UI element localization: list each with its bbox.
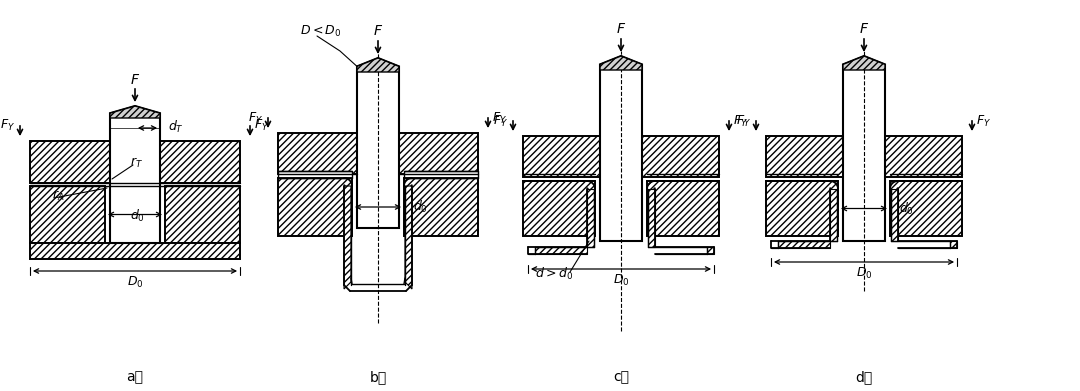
Text: c）: c） [613,370,629,384]
Polygon shape [766,136,843,177]
Polygon shape [278,171,352,178]
Polygon shape [647,181,719,236]
Text: $F_Y$: $F_Y$ [494,113,509,129]
Text: $d_0$: $d_0$ [413,199,428,215]
Polygon shape [771,241,831,248]
Text: $F_Y$: $F_Y$ [0,117,15,133]
Polygon shape [600,56,642,70]
Polygon shape [30,243,240,259]
Polygon shape [523,136,600,177]
Polygon shape [404,171,478,178]
Polygon shape [278,178,352,236]
Polygon shape [890,181,962,236]
Text: $F_Y$: $F_Y$ [248,110,264,126]
Text: $F_Y$: $F_Y$ [976,113,991,129]
Polygon shape [528,247,588,254]
Polygon shape [523,181,595,236]
Text: $F$: $F$ [130,73,140,87]
Polygon shape [885,136,962,177]
Polygon shape [600,56,642,241]
Polygon shape [30,186,105,243]
Polygon shape [278,133,357,174]
Polygon shape [110,106,160,118]
Polygon shape [843,56,885,70]
Text: $F_Y$: $F_Y$ [733,113,748,129]
Text: $F$: $F$ [616,22,626,36]
Text: b）: b） [369,370,387,384]
Polygon shape [165,186,240,243]
Polygon shape [345,186,351,289]
Polygon shape [654,247,714,254]
Text: $d_T$: $d_T$ [168,119,184,135]
Text: $F$: $F$ [373,24,383,38]
Text: d）: d） [855,370,873,384]
Polygon shape [357,58,399,72]
Polygon shape [110,106,160,243]
Polygon shape [588,189,594,247]
Text: a）: a） [126,370,144,384]
Polygon shape [766,181,838,236]
Polygon shape [891,189,897,241]
Text: $d>d_0$: $d>d_0$ [535,266,573,282]
Text: $F_Y$: $F_Y$ [255,117,270,133]
Text: $D_0$: $D_0$ [612,273,630,287]
Polygon shape [160,141,240,183]
Text: $F_Y$: $F_Y$ [737,113,752,129]
Text: $D_0$: $D_0$ [126,274,144,290]
Polygon shape [399,133,478,174]
Polygon shape [405,186,411,289]
Polygon shape [648,189,654,247]
Polygon shape [642,136,719,177]
Text: $D<D_0$: $D<D_0$ [300,23,341,39]
Text: $r_T$: $r_T$ [131,156,144,170]
Text: $F$: $F$ [859,22,869,36]
Polygon shape [404,178,478,236]
Polygon shape [843,56,885,241]
Text: $D_0$: $D_0$ [855,265,873,281]
Text: $d_0$: $d_0$ [130,208,145,224]
Text: $F_Y$: $F_Y$ [492,110,508,126]
Text: $r_A$: $r_A$ [52,189,65,203]
Text: $d_0$: $d_0$ [899,201,914,217]
Polygon shape [357,58,399,228]
Polygon shape [897,241,957,248]
Polygon shape [30,141,110,183]
Polygon shape [831,189,837,241]
